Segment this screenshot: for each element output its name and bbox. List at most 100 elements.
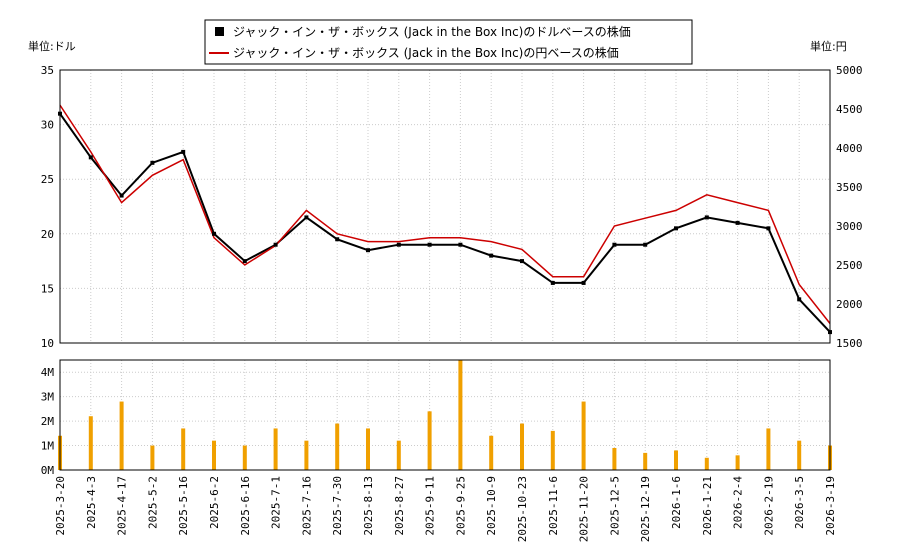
dollar-price-point <box>704 215 709 220</box>
x-tick-label: 2026-3-19 <box>824 476 837 536</box>
volume-bars <box>58 360 832 470</box>
x-tick-label: 2025-4-17 <box>116 476 129 536</box>
dollar-price-point <box>766 226 771 231</box>
x-tick-label: 2025-3-20 <box>54 476 67 536</box>
x-tick-label: 2025-7-16 <box>300 476 313 536</box>
dollar-price-point <box>273 242 278 247</box>
x-tick-label: 2025-7-30 <box>331 476 344 536</box>
x-tick-label: 2025-4-3 <box>85 476 98 529</box>
legend-label-yen: ジャック・イン・ザ・ボックス (Jack in the Box Inc)の円ベー… <box>233 45 619 60</box>
volume-bar <box>212 440 216 470</box>
volume-bar <box>88 416 93 470</box>
volume-bar <box>242 445 247 470</box>
volume-bar <box>366 428 370 470</box>
dollar-price-point <box>489 253 494 258</box>
dollar-price-point <box>181 149 186 154</box>
x-tick-label: 2025-9-11 <box>424 476 437 536</box>
left-unit-label: 単位:ドル <box>28 39 76 53</box>
axis-labels: 2025-3-20 2025-4-3 2025-4-17 2025-5-2 2025-5… <box>41 64 863 542</box>
volume-tick-label: 2M <box>41 415 55 428</box>
dollar-price-point <box>150 160 155 165</box>
volume-bar <box>704 457 709 470</box>
x-tick-label: 2026-2-19 <box>762 476 775 536</box>
dollar-price-point <box>735 220 740 225</box>
right-y-tick-label: 1500 <box>836 337 863 350</box>
right-y-tick-label: 4500 <box>836 103 863 116</box>
right-y-tick-label: 4000 <box>836 142 863 155</box>
dollar-price-point <box>674 226 678 231</box>
yen-price-line <box>59 104 831 324</box>
volume-bar <box>458 360 463 470</box>
volume-bar <box>735 455 740 470</box>
volume-bar <box>304 440 309 470</box>
x-tick-label: 2025-9-25 <box>454 476 467 536</box>
x-tick-label: 2025-12-19 <box>639 476 652 542</box>
legend-marker-black <box>215 27 224 36</box>
volume-bar <box>427 411 432 470</box>
x-tick-label: 2025-11-6 <box>547 476 560 536</box>
x-tick-label: 2025-6-2 <box>208 476 221 529</box>
left-y-tick-label: 35 <box>41 64 54 77</box>
dollar-price-point <box>581 280 586 285</box>
dollar-price-point <box>643 242 648 247</box>
dollar-price-point <box>335 237 340 242</box>
volume-bar <box>150 445 155 470</box>
dollar-price-point <box>88 155 93 160</box>
dollar-price-point <box>427 242 432 247</box>
dollar-price-point <box>242 259 247 264</box>
left-y-tick-label: 20 <box>41 228 54 241</box>
volume-tick-label: 3M <box>41 391 55 404</box>
dollar-price-line <box>59 113 831 333</box>
volume-bar <box>181 428 186 470</box>
left-y-tick-label: 25 <box>41 173 54 186</box>
x-tick-label: 2026-1-6 <box>670 476 683 529</box>
dollar-price-point <box>396 242 401 247</box>
dollar-price-point <box>550 280 555 285</box>
legend-box <box>204 19 693 65</box>
dollar-price-point <box>797 297 802 302</box>
x-tick-label: 2026-2-4 <box>732 476 745 529</box>
dollar-price-point <box>212 231 216 236</box>
right-y-tick-label: 5000 <box>836 64 863 77</box>
volume-bar <box>520 423 524 470</box>
x-tick-label: 2025-8-13 <box>362 476 375 536</box>
volume-bar <box>766 428 771 470</box>
dollar-price-point <box>119 193 124 198</box>
volume-bar <box>335 423 340 470</box>
volume-bar <box>797 440 802 470</box>
price-lines <box>58 104 832 335</box>
volume-tick-label: 1M <box>41 440 55 453</box>
dollar-price-point <box>366 248 370 253</box>
x-tick-label: 2025-11-20 <box>578 476 591 542</box>
x-tick-label: 2025-7-1 <box>270 476 283 529</box>
volume-bar <box>581 401 586 470</box>
volume-bar <box>273 428 278 470</box>
x-tick-label: 2026-1-21 <box>701 476 714 536</box>
x-tick-label: 2025-5-16 <box>177 476 190 536</box>
volume-bar <box>643 452 648 470</box>
right-y-tick-label: 2000 <box>836 298 863 311</box>
left-y-tick-label: 10 <box>41 337 54 350</box>
right-unit-label: 単位:円 <box>810 39 847 53</box>
volume-bar <box>612 448 617 470</box>
x-tick-label: 2025-10-9 <box>485 476 498 536</box>
x-tick-label: 2025-5-2 <box>146 476 159 529</box>
volume-bar <box>674 450 678 470</box>
dollar-price-point <box>612 242 617 247</box>
dollar-price-point <box>458 242 463 247</box>
volume-grid <box>59 360 831 471</box>
volume-bar <box>119 401 124 470</box>
right-y-tick-label: 3500 <box>836 181 863 194</box>
volume-bar <box>550 430 555 470</box>
x-tick-label: 2025-12-5 <box>608 476 621 536</box>
dollar-price-point <box>304 215 309 220</box>
price-grid <box>59 69 831 344</box>
left-y-tick-label: 15 <box>41 282 54 295</box>
x-tick-label: 2025-10-23 <box>516 476 529 542</box>
price-plot-frame <box>59 69 831 344</box>
right-y-tick-label: 2500 <box>836 259 863 272</box>
volume-tick-label: 4M <box>41 366 55 379</box>
legend-label-dollar: ジャック・イン・ザ・ボックス (Jack in the Box Inc)のドルベ… <box>233 24 631 39</box>
